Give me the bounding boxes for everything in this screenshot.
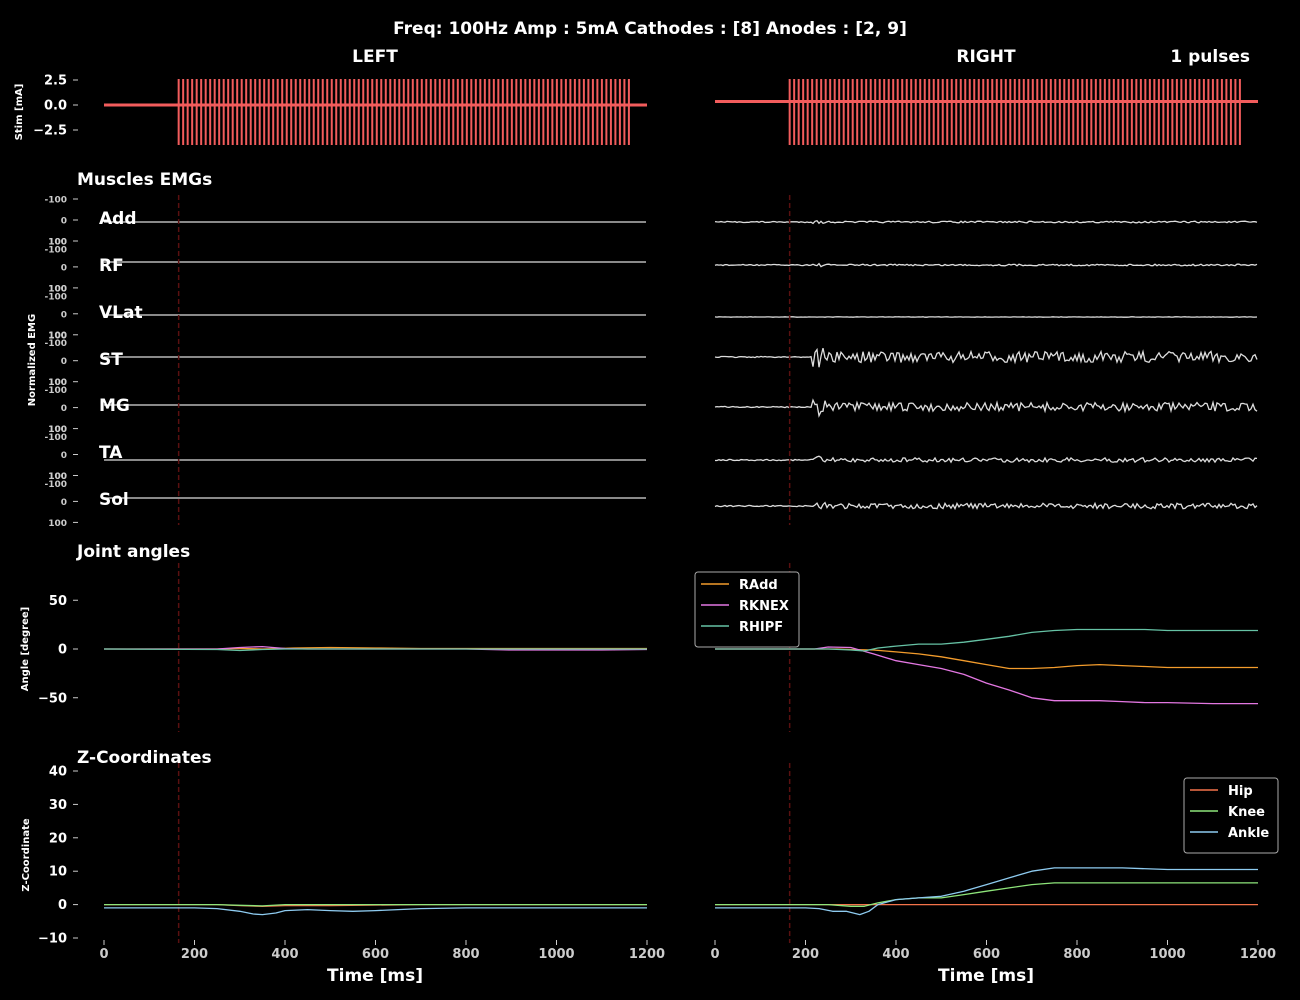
emg-ytick-label: -100 bbox=[44, 480, 67, 490]
z-left-ytick-label: 40 bbox=[49, 765, 67, 780]
z-left-series-ankle bbox=[104, 907, 647, 916]
emg-muscle-label: VLat bbox=[99, 303, 143, 323]
emg-ytick-label: 100 bbox=[48, 331, 67, 341]
left-xtick-label: 600 bbox=[362, 947, 389, 962]
stim-left-ytick-label: 2.5 bbox=[44, 74, 67, 89]
z-left-ytick-label: −10 bbox=[38, 932, 67, 947]
emg-ytick-label: 100 bbox=[48, 425, 67, 435]
figure-title: Freq: 100Hz Amp : 5mA Cathodes : [8] Ano… bbox=[393, 19, 907, 39]
emg-ytick-label: 0 bbox=[61, 498, 67, 508]
emg-ytick-label: -100 bbox=[44, 292, 67, 302]
emg-ytick-label: -100 bbox=[44, 245, 67, 255]
emg-ytick-label: 0 bbox=[61, 357, 67, 367]
left-xtick-label: 1000 bbox=[538, 947, 574, 962]
z-legend-box bbox=[1183, 777, 1279, 854]
left-xlabel: Time [ms] bbox=[327, 966, 423, 986]
emg-right-trace-mg bbox=[714, 398, 1258, 418]
right-xtick-label: 800 bbox=[1063, 947, 1090, 962]
emg-right-trace-sol bbox=[714, 501, 1258, 511]
left-xtick-label: 200 bbox=[181, 947, 208, 962]
angles-legend-box bbox=[694, 571, 800, 648]
emg-ytick-label: 100 bbox=[48, 378, 67, 388]
emg-muscle-label: MG bbox=[99, 396, 130, 416]
z-legend-label: Knee bbox=[1228, 805, 1265, 820]
z-right-series-knee bbox=[715, 882, 1258, 907]
right-xtick-label: 1200 bbox=[1240, 947, 1276, 962]
emg-ytick-label: -100 bbox=[44, 339, 67, 349]
angles-legend-label: RKNEX bbox=[739, 599, 789, 614]
emg-ytick-label: 100 bbox=[48, 238, 67, 248]
emg-ytick-label: 100 bbox=[48, 331, 67, 341]
plot-area: 2.50.0−2.5-10001000100100-1000100100-100… bbox=[33, 74, 1279, 962]
emg-right-trace-rf bbox=[714, 262, 1258, 268]
right-xtick-label: 400 bbox=[882, 947, 909, 962]
z-coordinates-section-title: Z-Coordinates bbox=[77, 748, 212, 768]
emg-muscle-label: TA bbox=[99, 443, 123, 463]
emg-ytick-label: 100 bbox=[48, 472, 67, 482]
angles-right-series-radd bbox=[715, 648, 1258, 670]
emg-ytick-label: -100 bbox=[44, 433, 67, 443]
emg-muscle-label: ST bbox=[99, 350, 123, 370]
z-ylabel: Z-Coordinate bbox=[21, 818, 32, 891]
emg-ytick-label: 100 bbox=[48, 519, 67, 529]
joint-angles-section-title: Joint angles bbox=[76, 542, 190, 562]
z-left-ytick-label: 20 bbox=[49, 831, 67, 846]
right-xtick-label: 0 bbox=[710, 947, 719, 962]
left-xtick-label: 0 bbox=[99, 947, 108, 962]
emg-ytick-label: 0 bbox=[61, 451, 67, 461]
left-xtick-label: 400 bbox=[271, 947, 298, 962]
emg-muscle-label: Add bbox=[99, 209, 137, 229]
z-legend-label: Hip bbox=[1228, 784, 1253, 799]
right-xtick-label: 600 bbox=[973, 947, 1000, 962]
angles-left-ytick-label: −50 bbox=[38, 691, 67, 706]
emg-ytick-label: -100 bbox=[44, 386, 67, 396]
emg-right-trace-st bbox=[714, 347, 1258, 368]
z-right-series-ankle bbox=[715, 867, 1258, 916]
z-left-ytick-label: 10 bbox=[49, 865, 67, 880]
emg-ytick-label: 100 bbox=[48, 425, 67, 435]
emg-muscle-label: Sol bbox=[99, 490, 129, 510]
z-left-ytick-label: 0 bbox=[58, 898, 67, 913]
z-left-ytick-label: 30 bbox=[49, 798, 67, 813]
emg-ytick-label: 100 bbox=[48, 284, 67, 294]
right-xtick-label: 200 bbox=[792, 947, 819, 962]
emg-right-trace-add bbox=[714, 219, 1258, 225]
emg-ytick-label: 0 bbox=[61, 310, 67, 320]
angles-left-ytick-label: 50 bbox=[49, 594, 67, 609]
right-xtick-label: 1000 bbox=[1149, 947, 1185, 962]
angle-ylabel: Angle [degree] bbox=[20, 607, 31, 691]
emg-ytick-label: 100 bbox=[48, 237, 67, 247]
pulses-count-label: 1 pulses bbox=[1170, 47, 1250, 67]
emg-ytick-label: -100 bbox=[44, 196, 67, 206]
angles-right-series-rhipf bbox=[715, 628, 1258, 652]
angles-legend-label: RHIPF bbox=[739, 620, 783, 635]
stim-left-ytick-label: −2.5 bbox=[33, 124, 67, 139]
emg-ytick-label: 100 bbox=[48, 378, 67, 388]
angles-right-series-rknex bbox=[715, 646, 1258, 705]
left-xtick-label: 800 bbox=[452, 947, 479, 962]
stim-left-ytick-label: 0.0 bbox=[44, 99, 67, 114]
emg-ytick-label: 100 bbox=[48, 472, 67, 482]
emg-ytick-label: 100 bbox=[48, 284, 67, 294]
emg-right-trace-ta bbox=[715, 455, 1258, 464]
z-legend-label: Ankle bbox=[1228, 826, 1269, 841]
angles-legend-label: RAdd bbox=[739, 578, 778, 593]
z-left-series-knee bbox=[104, 903, 647, 907]
right-column-title: RIGHT bbox=[956, 47, 1016, 67]
emg-ytick-label: 0 bbox=[61, 263, 67, 273]
angles-left-ytick-label: 0 bbox=[58, 643, 67, 658]
emg-ylabel: Normalized EMG bbox=[27, 314, 38, 406]
left-column-title: LEFT bbox=[352, 47, 398, 67]
emg-ytick-label: 0 bbox=[61, 404, 67, 414]
left-xtick-label: 1200 bbox=[629, 947, 665, 962]
angles-left-series-rhipf bbox=[103, 648, 647, 652]
stim-ylabel: Stim [mA] bbox=[14, 84, 25, 141]
emg-ytick-label: 0 bbox=[61, 217, 67, 227]
right-xlabel: Time [ms] bbox=[938, 966, 1034, 986]
emg-section-title: Muscles EMGs bbox=[77, 170, 212, 190]
emg-muscle-label: RF bbox=[99, 256, 124, 276]
